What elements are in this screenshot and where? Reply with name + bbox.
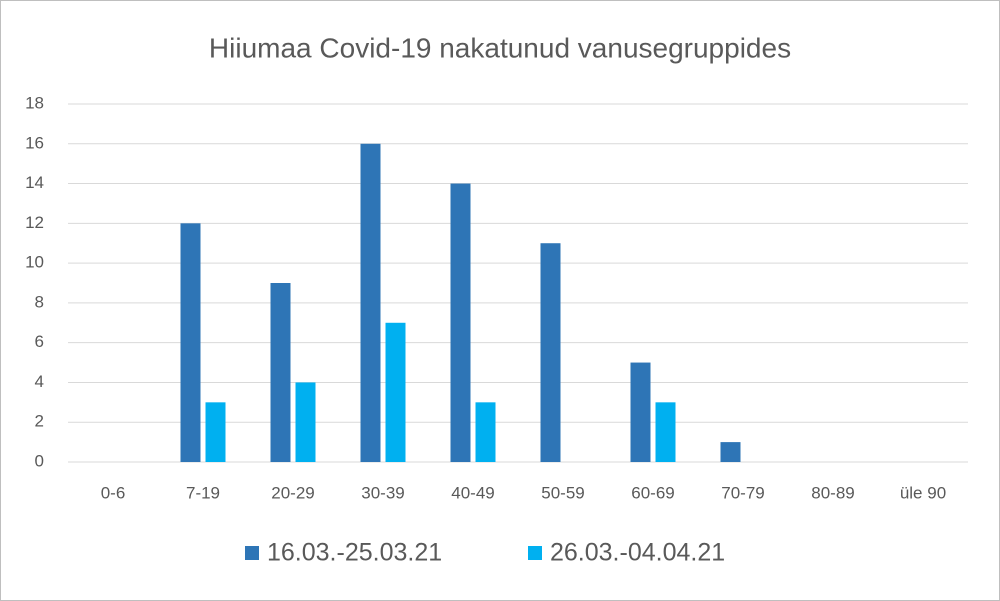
x-tick-label: 80-89	[811, 483, 854, 502]
bar	[385, 322, 406, 462]
x-tick-label: 20-29	[271, 483, 314, 502]
x-tick-label: 0-6	[101, 483, 126, 502]
y-tick-label: 14	[25, 173, 44, 192]
x-tick-label: 7-19	[186, 483, 220, 502]
y-tick-label: 18	[25, 93, 44, 112]
x-tick-label: 30-39	[361, 483, 404, 502]
y-tick-label: 0	[35, 451, 44, 470]
chart-title: Hiiumaa Covid-19 nakatunud vanusegruppid…	[209, 32, 791, 63]
legend-label: 26.03.-04.04.21	[550, 539, 725, 567]
y-tick-label: 16	[25, 133, 44, 152]
bar	[270, 283, 291, 462]
x-tick-label: üle 90	[900, 483, 946, 502]
bar	[720, 442, 741, 462]
y-tick-label: 10	[25, 253, 44, 272]
y-tick-label: 4	[35, 372, 44, 391]
y-tick-label: 2	[35, 412, 44, 431]
bar	[475, 402, 496, 462]
bar	[450, 183, 471, 463]
bar	[655, 402, 676, 462]
x-tick-label: 60-69	[631, 483, 674, 502]
y-tick-label: 6	[35, 332, 44, 351]
bar	[205, 402, 226, 462]
x-tick-label: 40-49	[451, 483, 494, 502]
bar	[295, 382, 316, 462]
legend-swatch	[528, 546, 542, 560]
legend-label: 16.03.-25.03.21	[267, 539, 442, 567]
bar	[360, 143, 381, 462]
bar	[540, 243, 561, 462]
x-tick-label: 70-79	[721, 483, 764, 502]
legend-swatch	[245, 546, 259, 560]
y-tick-label: 8	[35, 292, 44, 311]
bar	[180, 223, 201, 462]
y-tick-label: 12	[25, 213, 44, 232]
x-tick-label: 50-59	[541, 483, 584, 502]
bar	[630, 362, 651, 462]
